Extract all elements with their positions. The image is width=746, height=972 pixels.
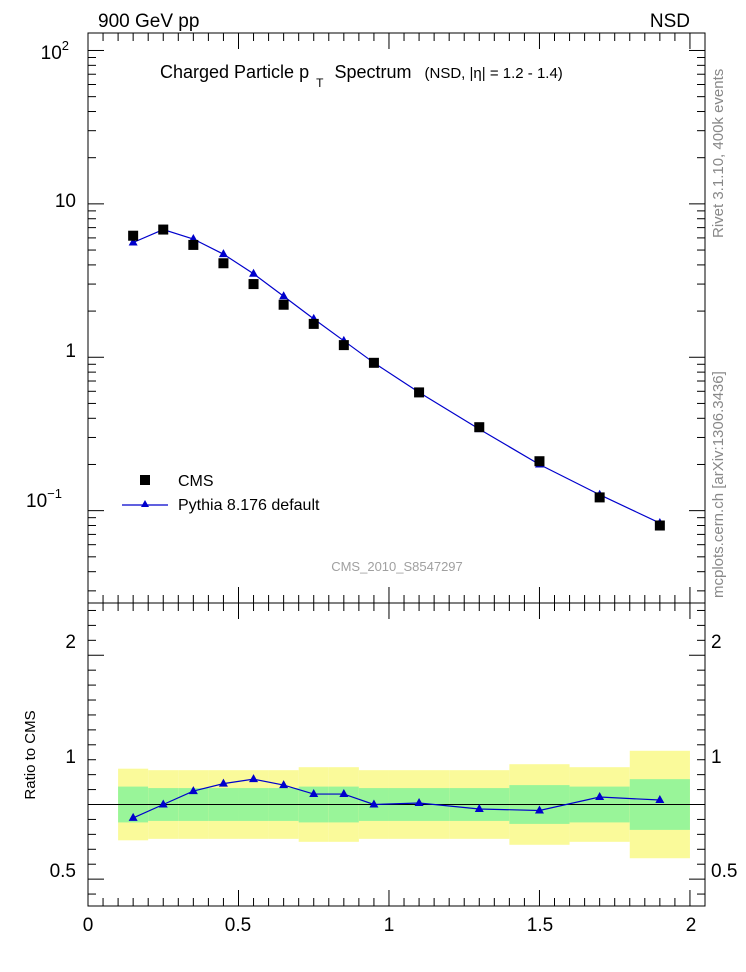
mc-main-point <box>279 291 289 300</box>
mc-main-line <box>132 228 661 524</box>
mc-ratio-point <box>309 789 319 798</box>
main-panel: CMS_2010_S8547297 Charged Particle p T S… <box>26 32 706 604</box>
header-left: 900 GeV pp <box>98 11 199 32</box>
ratio-ytick-0p5-left: 0.5 <box>50 861 76 882</box>
main-frame <box>87 32 706 604</box>
chart-title: Charged Particle p T Spectrum (NSD, |η| … <box>160 62 563 91</box>
xtick-label-2: 2 <box>686 915 697 936</box>
mc-ratio-point <box>249 774 259 783</box>
ratio-panel: Ratio to CMS 2 1 0.5 2 1 0.5 0 0.5 1 1.5… <box>22 602 737 936</box>
mc-ratio-point <box>279 780 289 789</box>
mc-ratio-point <box>414 798 424 807</box>
legend-data-marker <box>140 475 150 485</box>
data-point <box>158 224 169 235</box>
data-point <box>188 239 199 250</box>
mc-ratio-point <box>188 786 198 795</box>
ytick-label-10: 10 <box>55 191 76 212</box>
data-point <box>248 279 259 290</box>
mcplots-label: mcplots.cern.ch [arXiv:1306.3436] <box>710 371 727 598</box>
data-point <box>308 318 319 329</box>
title-main-b: Spectrum <box>334 62 411 82</box>
ratio-ytick-0p5-right: 0.5 <box>711 861 737 882</box>
title-small-b: | = 1.2 - 1.4) <box>482 65 563 82</box>
data-point <box>338 340 349 351</box>
ytick-label-1: 1 <box>65 341 76 362</box>
mc-ratio-point <box>655 795 665 804</box>
xtick-label-0: 0 <box>83 915 94 936</box>
legend: CMS Pythia 8.176 default <box>122 473 320 514</box>
xtick-label-1: 1 <box>384 915 395 936</box>
data-point <box>128 230 139 241</box>
xtick-label-0p5: 0.5 <box>225 915 251 936</box>
mc-main-point <box>128 237 138 246</box>
mc-main-point <box>249 268 259 277</box>
ratio-ytick-2-left: 2 <box>65 632 76 653</box>
ytick-0p1-base: 10 <box>26 491 47 512</box>
data-point <box>278 299 289 310</box>
data-point <box>654 520 665 531</box>
ytick-100-base: 10 <box>41 43 62 64</box>
analysis-id: CMS_2010_S8547297 <box>331 559 463 574</box>
mc-ratio-point <box>534 805 544 814</box>
ytick-label-0p1: 10−1 <box>26 486 62 512</box>
mc-ratio-point <box>128 812 138 821</box>
data-point <box>414 387 425 398</box>
data-point <box>218 258 229 269</box>
title-small-eta: η <box>473 65 481 82</box>
title-small-a: (NSD, | <box>425 65 474 82</box>
rivet-label: Rivet 3.1.10, 400k events <box>710 69 727 238</box>
title-sub: T <box>316 76 324 90</box>
ytick-label-100: 102 <box>41 38 69 64</box>
ratio-ytick-1-left: 1 <box>65 747 76 768</box>
ratio-ytick-2-right: 2 <box>711 632 722 653</box>
header-right: NSD <box>650 11 690 32</box>
data-point <box>474 422 485 433</box>
ratio-frame <box>87 602 706 907</box>
data-point <box>534 456 545 467</box>
xtick-label-1p5: 1.5 <box>527 915 553 936</box>
data-series-main <box>128 224 665 531</box>
mc-ratio-line <box>132 778 660 819</box>
ratio-ylabel: Ratio to CMS <box>22 710 39 799</box>
mc-ratio-point <box>218 778 228 787</box>
mc-series-ratio <box>128 774 665 821</box>
title-main-a: Charged Particle p <box>160 62 309 82</box>
mc-ratio-point <box>595 792 605 801</box>
legend-data-label: CMS <box>178 473 214 490</box>
mc-ratio-point <box>339 789 349 798</box>
ytick-0p1-exp: −1 <box>47 486 62 501</box>
mc-ratio-point <box>474 803 484 812</box>
legend-mc-marker <box>141 500 149 507</box>
mc-main-point <box>218 249 228 258</box>
ratio-ytick-1-right: 1 <box>711 747 722 768</box>
legend-mc-label: Pythia 8.176 default <box>178 497 320 514</box>
ytick-100-exp: 2 <box>62 38 69 53</box>
mc-ratio-point <box>158 799 168 808</box>
data-point <box>368 357 379 368</box>
mc-ratio-point <box>369 799 379 808</box>
data-point <box>594 492 605 503</box>
